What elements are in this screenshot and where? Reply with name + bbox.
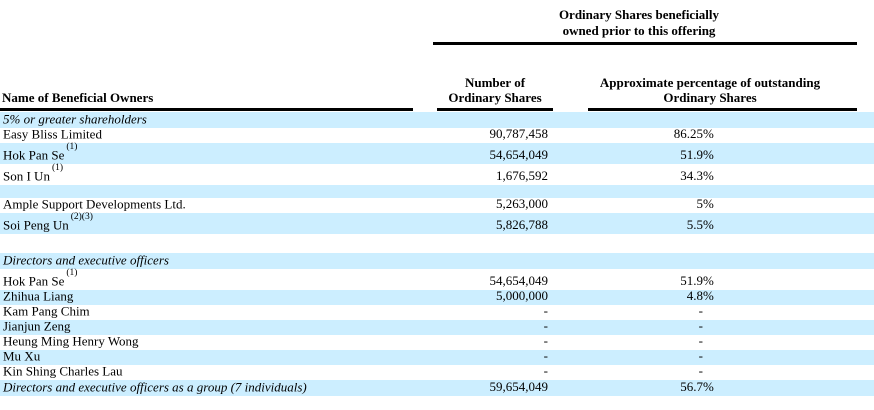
table-body: 5% or greater shareholders Easy Bliss Li…	[0, 111, 874, 396]
percent-value: 4.8	[686, 288, 703, 303]
percent-value: -	[698, 348, 703, 363]
shares-column-rule	[437, 108, 553, 111]
beneficial-owner-name: 5% or greater shareholders	[3, 111, 147, 126]
table-row: Hok Pan Se(1) 54,654,049 51.9 %	[0, 267, 874, 290]
percent-sign: %	[703, 168, 714, 183]
table-row: Kam Pang Chim - -	[0, 303, 874, 320]
shares-value: 59,654,049	[489, 379, 549, 394]
beneficial-owner-name: Mu Xu	[3, 348, 41, 363]
beneficial-owner-name	[0, 236, 432, 253]
beneficial-owner-name: Hok Pan Se(1)	[3, 267, 78, 288]
table-row: Hok Pan Se(1) 54,654,049 51.9 %	[0, 141, 874, 164]
group-header-line1: Ordinary Shares beneficially	[558, 7, 720, 22]
beneficial-owner-name: Heung Ming Henry Wong	[3, 333, 139, 348]
table-row: Kin Shing Charles Lau - -	[0, 363, 874, 380]
shares-value: 5,263,000	[496, 196, 548, 211]
table-row	[0, 234, 874, 253]
percent-value: -	[698, 318, 703, 333]
percent-value: 56.7	[680, 379, 703, 394]
table-row: Directors and executive officers as a gr…	[0, 379, 874, 396]
footnote-superscript: (1)	[51, 162, 64, 173]
percent-value	[553, 252, 703, 253]
shares-value: -	[543, 333, 548, 348]
footnote-superscript: (1)	[66, 141, 78, 152]
table-row: Zhihua Liang 5,000,000 4.8 %	[0, 288, 874, 305]
percent-sign	[703, 319, 716, 320]
shares-value	[432, 252, 553, 253]
percent-sign: %	[703, 379, 714, 394]
table-row: Jianjun Zeng - -	[0, 318, 874, 335]
percent-sign	[703, 349, 716, 350]
shares-value: 54,654,049	[489, 147, 549, 162]
table-row: Easy Bliss Limited 90,787,458 86.25 %	[0, 126, 874, 143]
table-row: Directors and executive officers	[0, 252, 874, 269]
percent-sign: %	[703, 273, 714, 288]
beneficial-owner-name: Directors and executive officers as a gr…	[3, 379, 307, 394]
percent-sign	[703, 252, 716, 253]
percent-sign: %	[703, 288, 714, 303]
table-row	[0, 185, 874, 198]
shares-value: 5,826,788	[496, 217, 548, 232]
column-header-shares-line2: Ordinary Shares	[448, 90, 542, 105]
percent-sign	[703, 364, 716, 365]
name-column-rule	[0, 108, 413, 111]
percent-sign: %	[703, 217, 714, 232]
beneficial-owner-name: Kam Pang Chim	[3, 303, 90, 318]
shares-value: 1,676,592	[496, 168, 548, 183]
percent-value: 5	[696, 196, 704, 211]
table-row: Son I Un(1) 1,676,592 34.3 %	[0, 162, 874, 185]
shares-value: -	[543, 303, 548, 318]
footnote-superscript: (1)	[66, 267, 78, 278]
table-row: Ample Support Developments Ltd. 5,263,00…	[0, 196, 874, 213]
percent-column-rule	[588, 108, 857, 111]
table-row: Mu Xu - -	[0, 348, 874, 365]
percent-value: 86.25	[673, 126, 703, 141]
table-row: Heung Ming Henry Wong - -	[0, 333, 874, 350]
footnote-superscript: (2)(3)	[70, 211, 93, 222]
shares-value: 5,000,000	[496, 288, 548, 303]
percent-sign: %	[703, 126, 714, 141]
shares-value: 90,787,458	[489, 126, 549, 141]
beneficial-owner-name: Ample Support Developments Ltd.	[3, 196, 186, 211]
percent-value: -	[698, 363, 703, 378]
column-header-shares-line1: Number of	[464, 75, 526, 90]
beneficial-owner-name: Directors and executive officers	[3, 252, 169, 267]
percent-value: -	[698, 303, 703, 318]
beneficial-owner-name: Kin Shing Charles Lau	[3, 363, 123, 378]
column-header-percent: Approximate percentage of outstanding Or…	[563, 75, 857, 105]
percent-value	[553, 268, 703, 269]
percent-value: 5.5	[686, 217, 703, 232]
beneficial-owner-name: Son I Un(1)	[3, 162, 64, 183]
group-header: Ordinary Shares beneficially owned prior…	[427, 7, 851, 39]
percent-value: 34.3	[680, 168, 703, 183]
shares-value: -	[543, 363, 548, 378]
beneficial-owner-name: Zhihua Liang	[3, 288, 74, 303]
shares-value: -	[543, 348, 548, 363]
shares-value: 54,654,049	[489, 273, 549, 288]
percent-value: -	[698, 333, 703, 348]
percent-value: 51.9	[680, 273, 703, 288]
percent-sign	[703, 334, 716, 335]
beneficial-owner-name: Soi Peng Un(2)(3)	[3, 211, 93, 232]
shares-value: -	[543, 318, 548, 333]
beneficial-owner-name: Hok Pan Se(1)	[3, 141, 78, 162]
shares-value	[432, 268, 553, 269]
beneficial-owner-name: Easy Bliss Limited	[3, 126, 102, 141]
percent-sign: %	[703, 196, 714, 211]
group-header-rule	[433, 42, 857, 45]
column-header-percent-line2: Ordinary Shares	[663, 90, 757, 105]
beneficial-owner-name: Jianjun Zeng	[3, 318, 71, 333]
table-row: Soi Peng Un(2)(3) 5,826,788 5.5 %	[0, 211, 874, 234]
percent-value: 51.9	[680, 147, 703, 162]
group-header-line2: owned prior to this offering	[562, 23, 716, 38]
column-header-name: Name of Beneficial Owners	[2, 90, 154, 105]
column-header-percent-line1: Approximate percentage of outstanding	[599, 75, 821, 90]
percent-sign: %	[703, 147, 714, 162]
column-header-shares: Number of Ordinary Shares	[437, 75, 553, 105]
percent-sign	[703, 268, 716, 269]
table-row: 5% or greater shareholders	[0, 111, 874, 128]
